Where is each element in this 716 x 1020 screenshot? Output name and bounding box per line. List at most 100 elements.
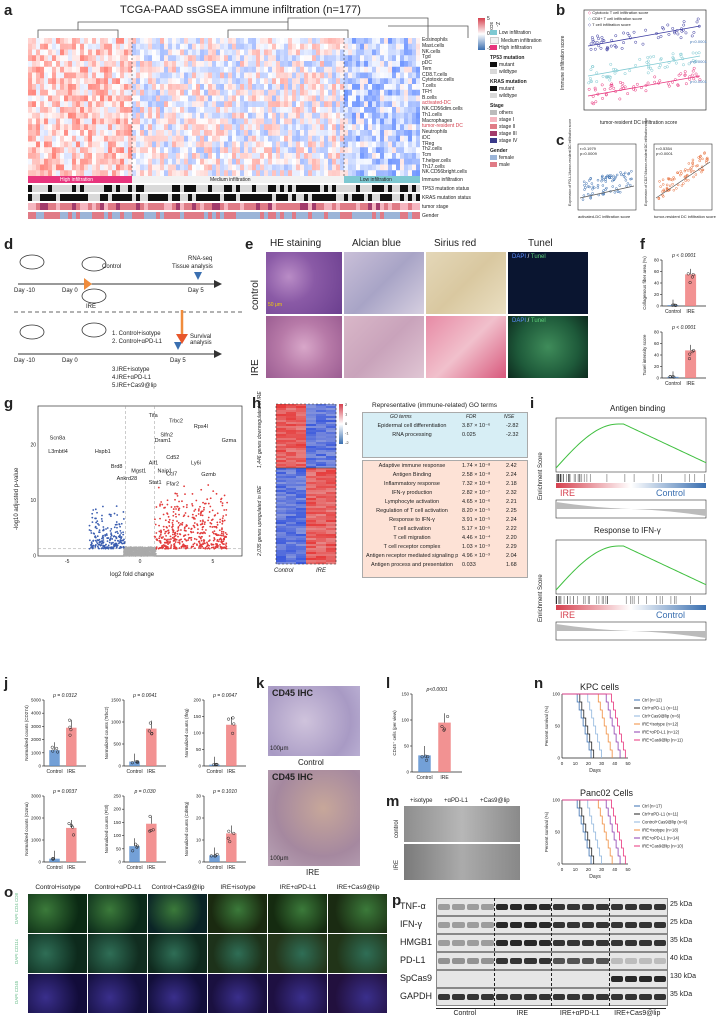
track-kras-cell (80, 194, 84, 201)
heatmap-cell (76, 112, 81, 119)
heatmap-cell (264, 66, 269, 73)
heatmap-cell (372, 66, 377, 73)
panel-letter-p: p (392, 892, 402, 909)
h-heat-cell (326, 410, 337, 413)
heatmap-cell (312, 164, 317, 171)
track-kras-cell (152, 194, 156, 201)
x-tick-label: -5 (65, 559, 70, 565)
track-kras-cell (392, 194, 396, 201)
volcano-point-down (104, 534, 107, 536)
volcano-point-up (198, 508, 200, 511)
h-heat-cell (316, 408, 327, 411)
heatmap-cell (76, 153, 81, 160)
heatmap-cell (228, 170, 233, 176)
volcano-point-up (166, 541, 169, 544)
heatmap-cell (116, 84, 121, 91)
h-heat-cell (286, 482, 297, 485)
volcano-point-up (213, 525, 215, 528)
track-gender-cell (324, 212, 328, 219)
heatmap-cell (64, 55, 69, 62)
heatmap-cell (196, 141, 201, 148)
track-gender-cell (400, 212, 404, 219)
volcano-point-up (178, 539, 181, 542)
track-kras-cell (84, 194, 88, 201)
heatmap-cell (72, 135, 77, 142)
heatmap-cell (92, 49, 97, 56)
heatmap-cell (88, 147, 93, 154)
heatmap-cell (72, 158, 77, 165)
scatter-point (595, 71, 599, 75)
heatmap-cell (128, 147, 133, 154)
heatmap-cell (232, 49, 237, 56)
heatmap-cell (124, 118, 129, 125)
heatmap-cell (360, 158, 365, 165)
volcano-point-down (104, 547, 107, 550)
e-col-sirius: Sirius red (434, 238, 477, 249)
heatmap-cell (128, 101, 133, 108)
heatmap-cell (172, 89, 177, 96)
p-value: p < 0.0001 (671, 253, 696, 259)
heatmap-cell (400, 141, 405, 148)
heatmap-cell (392, 135, 397, 142)
heatmap-cell (60, 89, 65, 96)
track-gender-cell (168, 212, 172, 219)
heatmap-cell (260, 147, 265, 154)
h-heat-cell (316, 418, 327, 421)
heatmap-cell (348, 164, 353, 171)
heatmap-cell (84, 84, 89, 91)
heatmap-cell (200, 95, 205, 102)
heatmap-cell (116, 95, 121, 102)
heatmap-cell (212, 158, 217, 165)
heatmap-cell (284, 170, 289, 176)
track-kras-cell (192, 194, 196, 201)
heatmap-cell (180, 112, 185, 119)
volcano-point-up (164, 547, 166, 550)
heatmap-cell (44, 66, 49, 73)
volcano-point-down (102, 526, 105, 528)
h-heat-cell (276, 494, 287, 497)
heatmap-cell (404, 107, 409, 114)
heatmap-cell (404, 112, 409, 119)
heatmap-cell (292, 112, 297, 119)
heatmap-cell (176, 147, 181, 154)
heatmap-cell (252, 43, 257, 50)
heatmap-cell (68, 66, 73, 73)
heatmap-cell (108, 49, 113, 56)
heatmap-cell (264, 164, 269, 171)
heatmap-cell (380, 118, 385, 125)
heatmap-cell (96, 84, 101, 91)
heatmap-cell (224, 43, 229, 50)
heatmap-cell (104, 43, 109, 50)
scatter-point (622, 31, 626, 35)
heatmap-cell (120, 43, 125, 50)
heatmap-cell (336, 89, 341, 96)
volcano-point-up (197, 513, 200, 515)
heatmap-cell (312, 95, 317, 102)
heatmap-cell (320, 147, 325, 154)
heatmap-cell (328, 130, 333, 137)
heatmap-cell (136, 135, 141, 142)
heatmap-cell (172, 55, 177, 62)
heatmap-cell (140, 158, 145, 165)
heatmap-cell (372, 101, 377, 108)
heatmap-cell (384, 130, 389, 137)
heatmap-cell (172, 118, 177, 125)
heatmap-cell (32, 170, 37, 176)
heatmap-cell (408, 84, 413, 91)
heatmap-cell (44, 43, 49, 50)
track-stage-cell (128, 203, 132, 210)
heatmap-cell (156, 49, 161, 56)
heatmap-cell (160, 49, 165, 56)
track-stage-cell (348, 203, 352, 210)
volcano-point-up (185, 539, 188, 542)
heatmap-cell (216, 107, 221, 114)
track-kras-cell (412, 194, 416, 201)
volcano-point-up (224, 546, 227, 549)
heatmap-cell (180, 141, 185, 148)
scatter-point (661, 190, 664, 193)
heatmap-cell (400, 72, 405, 79)
heatmap-cell (124, 84, 129, 91)
heatmap-cell (60, 124, 65, 131)
track-gender-cell (356, 212, 360, 219)
heatmap-cell (336, 147, 341, 154)
